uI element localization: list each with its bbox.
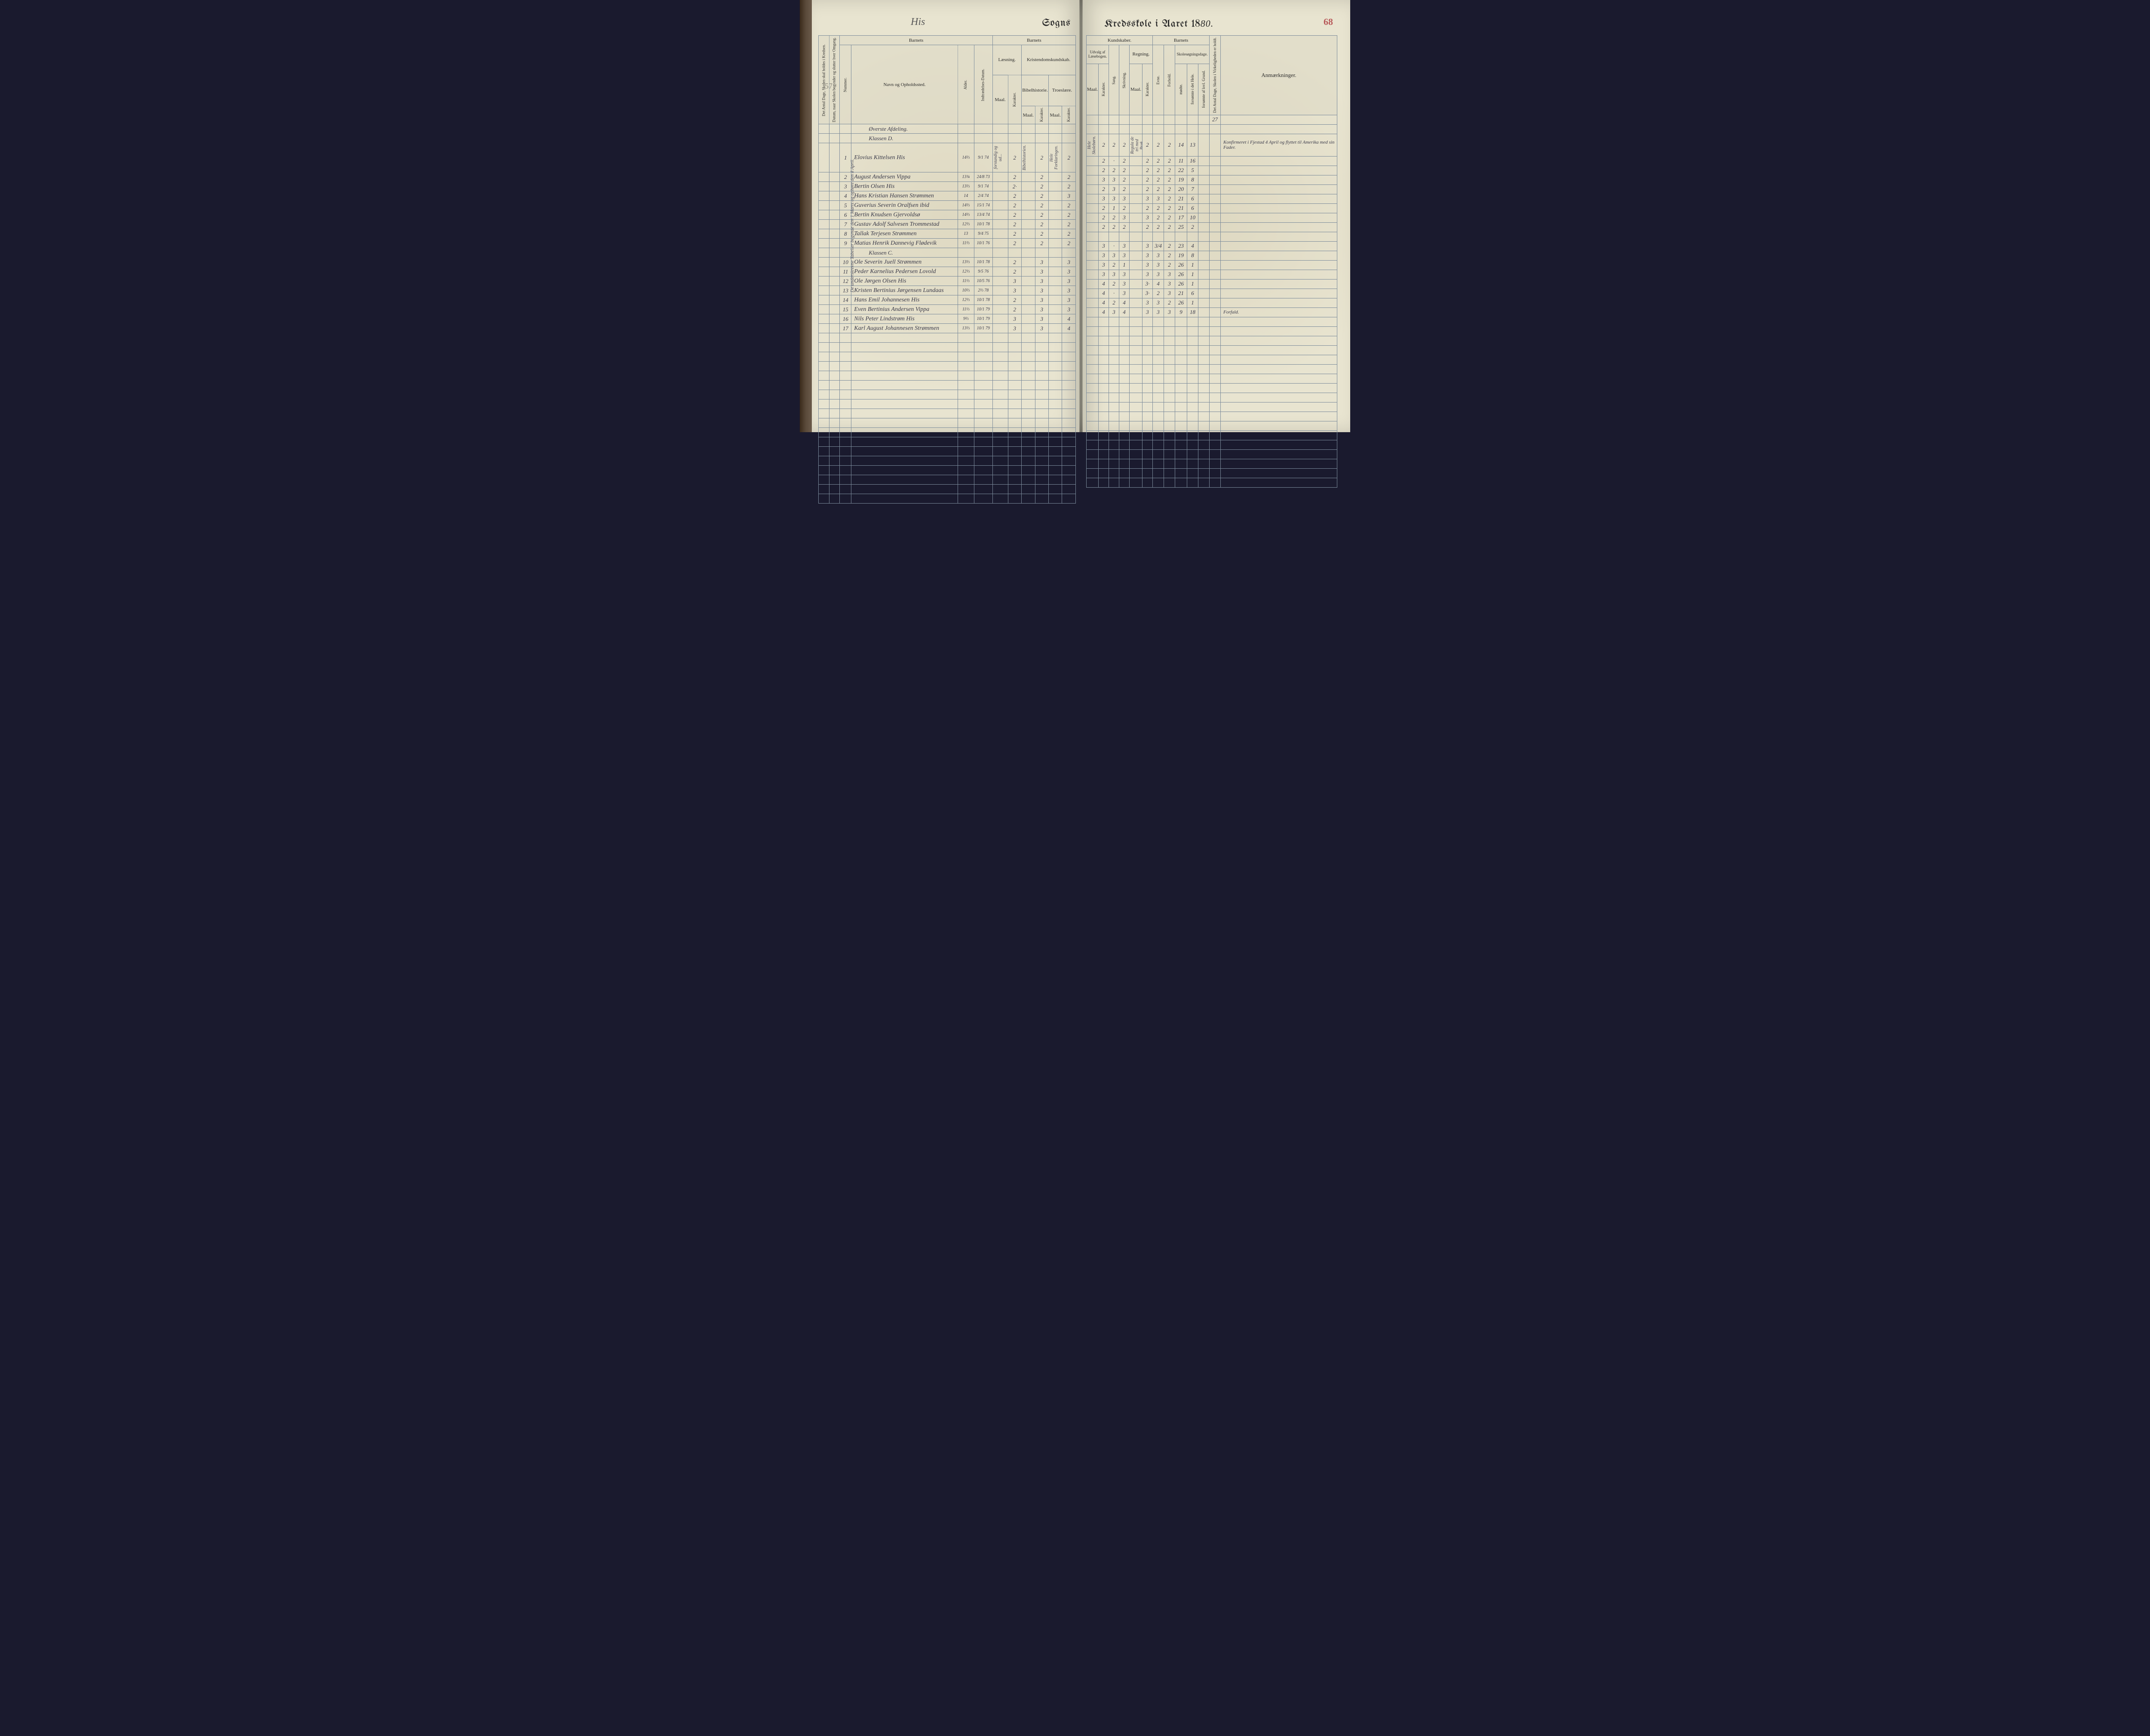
book-gutter bbox=[1079, 0, 1083, 432]
section-label: Klassen C. bbox=[851, 248, 958, 258]
table-row: 13Kristen Bertinius Jørgensen Lundaas10⅔… bbox=[819, 286, 1076, 295]
troes-header: Troeslære. bbox=[1048, 75, 1075, 106]
laesning-note: forstandig og ud... bbox=[993, 143, 1003, 172]
troes-kar: Karakter. bbox=[1062, 106, 1076, 124]
table-row: Hele Skolebørn.222Regula de tri med Brøk… bbox=[1087, 134, 1337, 156]
table-row: 5Guverius Severin Oralfsen ibid14⅔15/1 7… bbox=[819, 201, 1076, 210]
table-row: 222222225 bbox=[1087, 166, 1337, 175]
bibel-header: Bibelhistorie. bbox=[1022, 75, 1049, 106]
col-alder: Alder. bbox=[958, 45, 974, 124]
table-row: 424332261 bbox=[1087, 298, 1337, 307]
table-row: 333332198 bbox=[1087, 251, 1337, 260]
bibel-kar: Karakter. bbox=[1035, 106, 1048, 124]
laesning-header: Læsning. bbox=[992, 45, 1021, 75]
table-row: 434333918Forfald. bbox=[1087, 307, 1337, 317]
col-days-held: Det Antal Dage, Skolen skal holdes i Kre… bbox=[819, 36, 829, 124]
barnets-right-header: Barnets bbox=[1153, 36, 1210, 45]
evne-header: Evne. bbox=[1153, 45, 1164, 115]
skoles-header: Skolesøgningsdage. bbox=[1175, 45, 1210, 64]
krist-header: Kristendomskundskab. bbox=[1022, 45, 1076, 75]
table-row: 212222216 bbox=[1087, 203, 1337, 213]
sang-header: Sang. bbox=[1109, 45, 1119, 115]
table-row: 2233221710 bbox=[1087, 213, 1337, 222]
udvalg-note: Hele Skolebørn. bbox=[1087, 134, 1097, 156]
skriv-header: Skrivning. bbox=[1119, 45, 1130, 115]
table-row: 232222207 bbox=[1087, 184, 1337, 194]
table-row: 321332261 bbox=[1087, 260, 1337, 270]
table-row: 2August Andersen Vippa13¾24/8 73222 bbox=[819, 172, 1076, 182]
ledger-book: 57 His Sogns De underskrevne Tabeller be… bbox=[800, 0, 1350, 432]
table-row: 14Hans Emil Johannesen His12⅔10/1 78233 bbox=[819, 295, 1076, 305]
table-row: 7Gustav Adolf Salvesen Trommestad12⅔10/1… bbox=[819, 220, 1076, 229]
regning-header: Regning. bbox=[1130, 45, 1153, 64]
table-row: 222222252 bbox=[1087, 222, 1337, 232]
col-antal-holdt: Det Antal Dage, Skolen i Virkeligheden e… bbox=[1210, 36, 1221, 115]
laes-maal: Maal. bbox=[992, 75, 1008, 124]
anm-header: Anmærkninger. bbox=[1221, 36, 1337, 115]
bibel-note: Bibelhistorien. bbox=[1022, 143, 1027, 172]
page-title-right: Kredsskole i Aaret 1880. bbox=[1104, 18, 1213, 30]
table-row: 8Tallak Terjesen Strømmen139/4 75222 bbox=[819, 229, 1076, 239]
barnets-header: Barnets bbox=[840, 36, 992, 45]
table-row: 3Bertin Olsen His13⅔9/1 742·22 bbox=[819, 182, 1076, 191]
left-table-area: Det Antal Dage, Skolen skal holdes i Kre… bbox=[818, 35, 1076, 426]
right-table-area: Kundskaber. Barnets Det Antal Dage, Skol… bbox=[1086, 35, 1337, 426]
page-number-right: 68 bbox=[1324, 16, 1333, 28]
udvalg-kar: Karakter. bbox=[1099, 64, 1109, 115]
title-prefix: Kredsskole i Aaret 18 bbox=[1104, 19, 1201, 30]
right-table: Kundskaber. Barnets Det Antal Dage, Skol… bbox=[1086, 35, 1337, 488]
left-table: Det Antal Dage, Skolen skal holdes i Kre… bbox=[818, 35, 1076, 504]
table-row: 4233·43261 bbox=[1087, 279, 1337, 289]
section-label: Øverste Afdeling. bbox=[851, 124, 958, 134]
col-navn: Navn og Opholdssted. bbox=[851, 45, 958, 124]
table-row: 17Karl August Johannesen Strømmen13⅔10/1… bbox=[819, 324, 1076, 333]
kundskaber-header: Kundskaber. bbox=[1087, 36, 1153, 45]
udvalg-header: Udvalg af Læsebogen. bbox=[1087, 45, 1109, 64]
table-row: 4·33·23216 bbox=[1087, 289, 1337, 298]
table-row: 332222198 bbox=[1087, 175, 1337, 184]
table-row: 12Ole Jørgen Olsen His11⅓10/5 76333 bbox=[819, 277, 1076, 286]
barnets2-header: Barnets bbox=[992, 36, 1075, 45]
fors-hele-header: forsømte i det Hele. bbox=[1187, 64, 1198, 115]
troes-note: Hele Forklaringen. bbox=[1049, 143, 1059, 172]
table-row: 9Matias Henrik Dannevig Flødevik11⅔10/1 … bbox=[819, 239, 1076, 248]
total-days: 27 bbox=[1210, 115, 1221, 124]
col-nummer: Nummer. bbox=[840, 45, 851, 124]
year-suffix: 80. bbox=[1201, 18, 1214, 29]
page-title-left: Sogns bbox=[1042, 18, 1071, 29]
parish-name: His bbox=[911, 16, 925, 28]
right-page: 68 Kredsskole i Aaret 1880. Kundskaber. … bbox=[1083, 0, 1350, 432]
bibel-maal: Maal. bbox=[1022, 106, 1035, 124]
table-row: 1Elovius Kittelsen His14⅔9/1 74forstandi… bbox=[819, 143, 1076, 172]
table-row: 333333261 bbox=[1087, 270, 1337, 279]
forhold-header: Forhold. bbox=[1164, 45, 1175, 115]
laes-kar: Karakter. bbox=[1008, 75, 1021, 124]
table-row: 10Ole Severin Juell Strømmen13⅓10/1 7823… bbox=[819, 258, 1076, 267]
regn-kar: Karakter. bbox=[1143, 64, 1153, 115]
modte-header: mødte. bbox=[1175, 64, 1187, 115]
table-row: 11Peder Karnelius Pedersen Lovold12⅓9/5 … bbox=[819, 267, 1076, 277]
table-row: 2·22221116 bbox=[1087, 156, 1337, 166]
table-row: 3·333/42234 bbox=[1087, 241, 1337, 251]
col-term-dates: Datum, naar Skolen begynder og slutter h… bbox=[829, 36, 840, 124]
section-label: Klassen D. bbox=[851, 134, 958, 143]
troes-maal: Maal. bbox=[1048, 106, 1062, 124]
col-indtr: Indtrædelses-Datum. bbox=[974, 45, 992, 124]
table-row: 6Bertin Knudsen Gjervoldsø14⅔13/4 74222 bbox=[819, 210, 1076, 220]
fors-lovl-header: forsømte af lovl. Grund. bbox=[1198, 64, 1210, 115]
table-row: 16Nils Peter Lindstrøm His9⅔10/1 79334 bbox=[819, 314, 1076, 324]
regning-note: Regula de tri med Brøk. bbox=[1130, 134, 1143, 156]
table-row: 15Even Bertinius Andersen Vippa11⅓10/1 7… bbox=[819, 305, 1076, 314]
book-spine bbox=[800, 0, 812, 432]
table-row: 4Hans Kristian Hansen Strømmen142/4 7422… bbox=[819, 191, 1076, 201]
udvalg-maal: Maal. bbox=[1087, 64, 1099, 115]
table-row: 333332216 bbox=[1087, 194, 1337, 203]
left-page: 57 His Sogns De underskrevne Tabeller be… bbox=[812, 0, 1079, 432]
regn-maal: Maal. bbox=[1130, 64, 1143, 115]
